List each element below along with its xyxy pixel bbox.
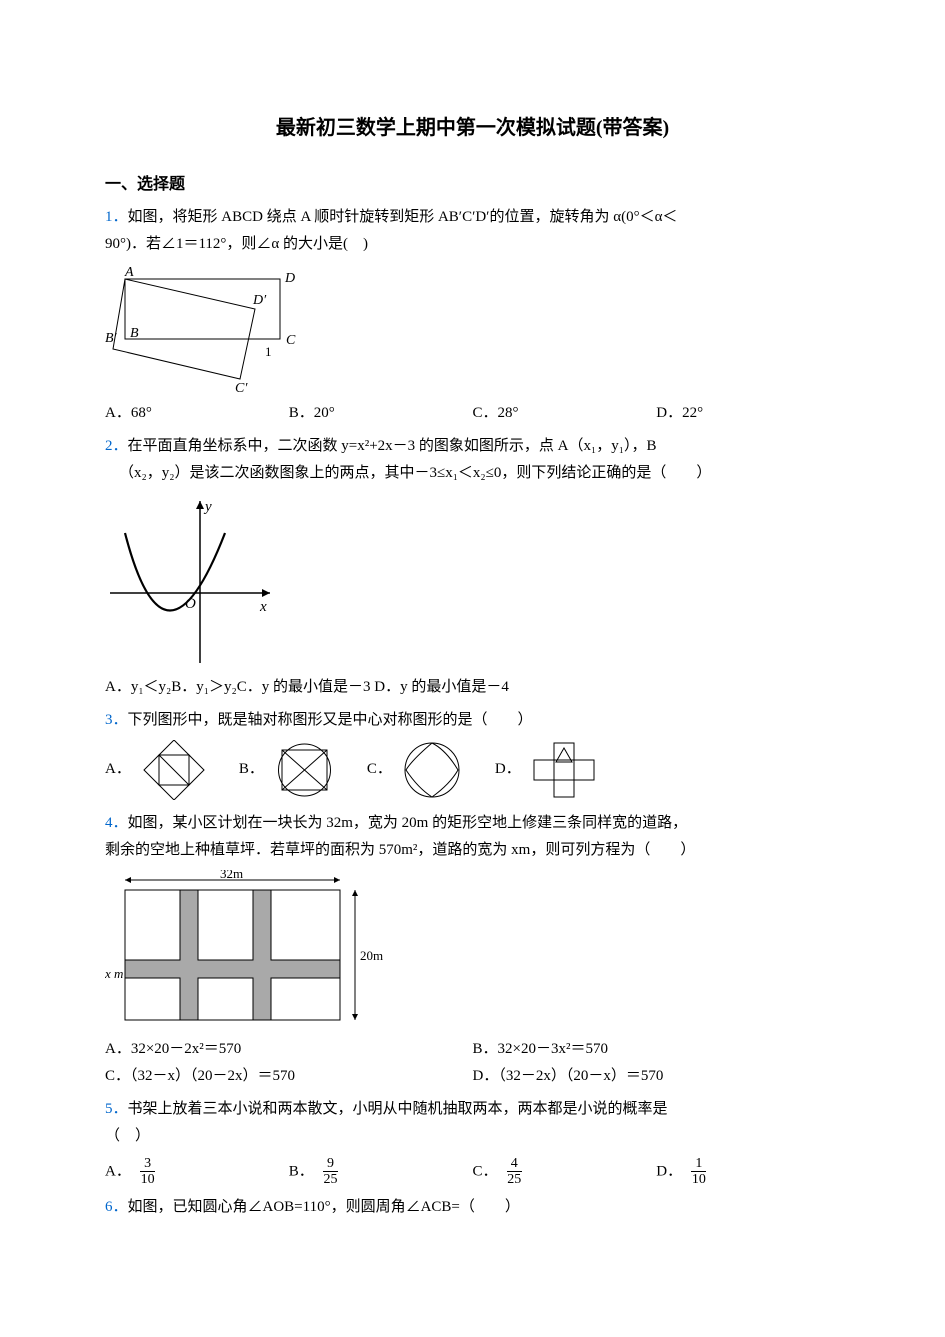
q3-option-a[interactable]: A． xyxy=(105,740,209,800)
q5-frac-b: 9 25 xyxy=(320,1156,342,1188)
q5-number: 5． xyxy=(105,1101,128,1117)
q2-text2: （x₂，y₂）是该二次函数图象上的两点，其中－3≤x₁＜x₂≤0，则下列结论正确… xyxy=(119,460,840,487)
question-6: 6．如图，已知圆心角∠AOB=110°，则圆周角∠ACB=（ ） xyxy=(105,1194,840,1221)
q4-text2: 剩余的空地上种植草坪．若草坪的面积为 570m²，道路的宽为 xm，则可列方程为… xyxy=(105,837,840,864)
q3-shape-c xyxy=(400,740,465,800)
q4-option-a[interactable]: A．32×20－2x²＝570 xyxy=(105,1036,473,1063)
svg-text:D: D xyxy=(284,271,295,286)
question-4: 4．如图，某小区计划在一块长为 32m，宽为 20m 的矩形空地上修建三条同样宽… xyxy=(105,810,840,1090)
q4-number: 4． xyxy=(105,815,128,831)
q3-shape-b xyxy=(272,740,337,800)
q5-opt-c-label: C． xyxy=(473,1163,498,1179)
svg-text:B: B xyxy=(130,326,139,341)
q5-option-c[interactable]: C． 4 25 xyxy=(473,1156,657,1188)
q2-number: 2． xyxy=(105,438,128,454)
page-title: 最新初三数学上期中第一次模拟试题(带答案) xyxy=(105,110,840,146)
q3-shape-d xyxy=(529,740,599,800)
svg-text:A: A xyxy=(124,265,134,280)
q3-opt-c-label: C． xyxy=(367,756,392,783)
svg-text:C′: C′ xyxy=(235,381,248,394)
question-5: 5．书架上放着三本小说和两本散文，小明从中随机抽取两本，两本都是小说的概率是 （… xyxy=(105,1096,840,1188)
q3-opt-d-label: D． xyxy=(495,756,521,783)
q3-opt-a-label: A． xyxy=(105,756,131,783)
q5-opt-b-label: B． xyxy=(289,1163,314,1179)
question-2: 2．在平面直角坐标系中，二次函数 y=x²+2x－3 的图象如图所示，点 A（x… xyxy=(105,433,840,701)
q2-figure: y x O xyxy=(105,493,840,668)
svg-text:O: O xyxy=(185,596,196,612)
q2-options-row[interactable]: A．y₁＜y₂B．y₁＞y₂C．y 的最小值是－3 D．y 的最小值是－4 xyxy=(105,674,840,701)
q1-text2: 90°)．若∠1＝112°，则∠α 的大小是( ) xyxy=(105,231,840,258)
svg-text:x m: x m xyxy=(105,966,123,981)
q4-option-d[interactable]: D．（32－2x）（20－x）＝570 xyxy=(473,1063,841,1090)
q5-opt-d-label: D． xyxy=(656,1163,682,1179)
q3-text: 下列图形中，既是轴对称图形又是中心对称图形的是（ ） xyxy=(128,712,533,728)
question-3: 3．下列图形中，既是轴对称图形又是中心对称图形的是（ ） A． B． xyxy=(105,707,840,800)
q3-option-c[interactable]: C． xyxy=(367,740,465,800)
q1-option-a[interactable]: A．68° xyxy=(105,400,289,427)
q1-option-b[interactable]: B．20° xyxy=(289,400,473,427)
q5-frac-d: 1 10 xyxy=(688,1156,710,1188)
q5-text: 书架上放着三本小说和两本散文，小明从中随机抽取两本，两本都是小说的概率是 xyxy=(128,1101,668,1117)
q4-option-b[interactable]: B．32×20－3x²＝570 xyxy=(473,1036,841,1063)
svg-text:32m: 32m xyxy=(220,870,243,881)
q4-option-c[interactable]: C．（32－x）（20－2x）＝570 xyxy=(105,1063,473,1090)
q1-option-c[interactable]: C．28° xyxy=(473,400,657,427)
svg-text:C: C xyxy=(286,333,296,348)
svg-text:D′: D′ xyxy=(252,293,267,308)
q5-frac-c: 4 25 xyxy=(503,1156,525,1188)
q4-text1: 如图，某小区计划在一块长为 32m，宽为 20m 的矩形空地上修建三条同样宽的道… xyxy=(128,815,688,831)
q3-shape-a xyxy=(139,740,209,800)
q5-frac-a: 3 10 xyxy=(137,1156,159,1188)
q5-text2: （ ） xyxy=(105,1123,840,1150)
q2-text1: 在平面直角坐标系中，二次函数 y=x²+2x－3 的图象如图所示，点 A（x₁，… xyxy=(128,438,657,454)
q3-number: 3． xyxy=(105,712,128,728)
svg-text:y: y xyxy=(203,499,212,515)
svg-text:1: 1 xyxy=(265,344,272,359)
svg-text:20m: 20m xyxy=(360,948,383,963)
q5-option-b[interactable]: B． 9 25 xyxy=(289,1156,473,1188)
section-header: 一、选择题 xyxy=(105,171,840,200)
q1-option-d[interactable]: D．22° xyxy=(656,400,840,427)
svg-text:x: x xyxy=(259,599,267,615)
q6-text: 如图，已知圆心角∠AOB=110°，则圆周角∠ACB=（ ） xyxy=(128,1199,520,1215)
q5-option-d[interactable]: D． 1 10 xyxy=(656,1156,840,1188)
q6-number: 6． xyxy=(105,1199,128,1215)
q3-opt-b-label: B． xyxy=(239,756,264,783)
question-1: 1．如图，将矩形 ABCD 绕点 A 顺时针旋转到矩形 AB′C′D′的位置，旋… xyxy=(105,204,840,427)
q1-number: 1． xyxy=(105,209,128,225)
q1-figure: A D D′ C B′ B 1 C′ xyxy=(105,264,840,394)
q1-text1: 如图，将矩形 ABCD 绕点 A 顺时针旋转到矩形 AB′C′D′的位置，旋转角… xyxy=(128,209,678,225)
q3-option-d[interactable]: D． xyxy=(495,740,599,800)
q4-figure: 32m 20m x m xyxy=(105,870,840,1030)
q3-option-b[interactable]: B． xyxy=(239,740,337,800)
q5-option-a[interactable]: A． 3 10 xyxy=(105,1156,289,1188)
q5-opt-a-label: A． xyxy=(105,1163,131,1179)
svg-text:B′: B′ xyxy=(105,331,118,346)
